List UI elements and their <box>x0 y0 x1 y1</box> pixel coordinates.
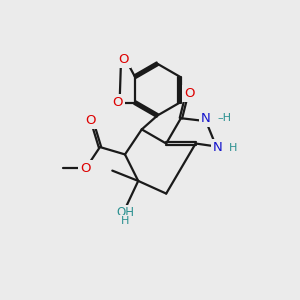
Text: –H: –H <box>217 113 231 123</box>
Text: N: N <box>201 112 211 125</box>
Text: O: O <box>184 87 194 100</box>
Text: H: H <box>229 142 237 153</box>
Text: N: N <box>213 141 223 154</box>
Text: H: H <box>121 216 129 226</box>
Text: O: O <box>85 114 95 127</box>
Text: O: O <box>118 52 129 65</box>
Text: O: O <box>80 162 91 175</box>
Text: OH: OH <box>116 206 134 219</box>
Text: O: O <box>112 96 122 109</box>
